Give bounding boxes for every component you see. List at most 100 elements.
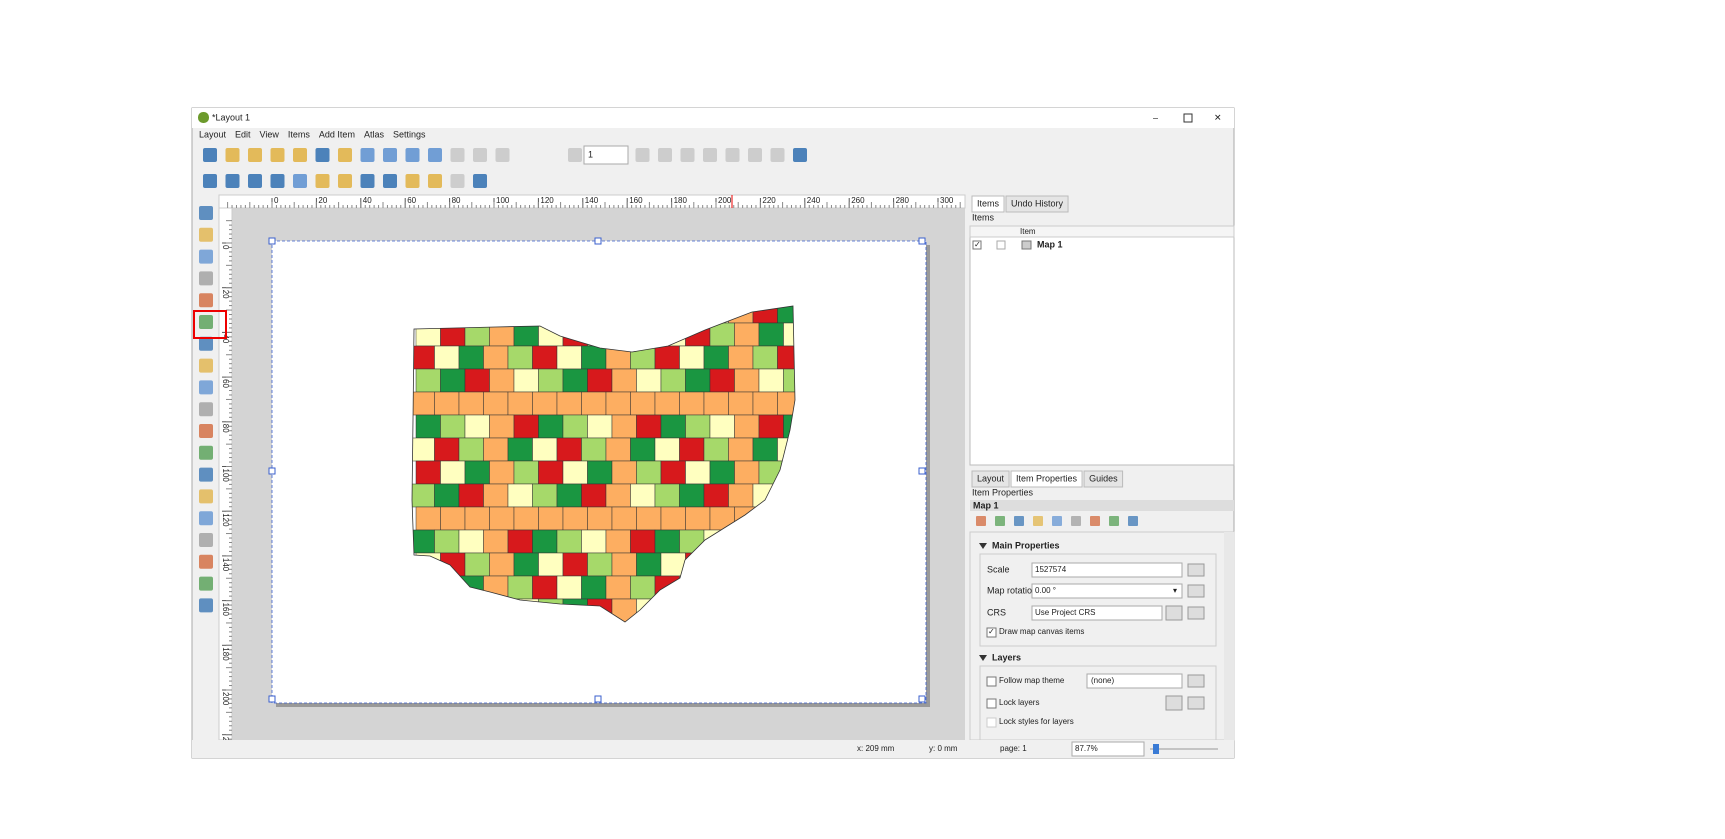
prop-toolbar-button[interactable] <box>976 516 986 526</box>
toolbar-button[interactable] <box>383 174 397 188</box>
item-name[interactable]: Map 1 <box>1037 239 1063 249</box>
tool-button[interactable] <box>199 533 213 547</box>
prop-toolbar-button[interactable] <box>1052 516 1062 526</box>
data-defined-button[interactable] <box>1187 696 1205 710</box>
resize-handle[interactable] <box>594 695 602 703</box>
tool-button[interactable] <box>199 511 213 526</box>
prop-toolbar-button[interactable] <box>1090 516 1100 526</box>
toolbar-button[interactable] <box>338 174 352 188</box>
prop-toolbar-button[interactable] <box>1128 516 1138 526</box>
panel-tab[interactable] <box>1010 470 1083 488</box>
toolbar-button[interactable] <box>748 148 762 162</box>
menu-item[interactable]: Edit <box>235 129 251 139</box>
section-title[interactable]: Main Properties <box>992 540 1060 550</box>
panel-tab[interactable] <box>1005 195 1069 213</box>
checkbox[interactable] <box>986 676 997 687</box>
tool-button[interactable] <box>199 445 213 460</box>
toolbar-button[interactable] <box>270 174 285 188</box>
toolbar-button[interactable] <box>383 148 397 162</box>
toolbar-button[interactable] <box>680 148 695 162</box>
field-input[interactable] <box>1031 583 1183 599</box>
data-defined-button[interactable] <box>1187 606 1205 620</box>
panel-tab[interactable] <box>971 470 1010 488</box>
tool-button[interactable] <box>199 554 213 569</box>
toolbar-button[interactable] <box>293 174 307 188</box>
data-defined-button[interactable] <box>1187 584 1205 598</box>
section-title[interactable]: Layers <box>992 652 1021 662</box>
resize-handle[interactable] <box>918 467 926 475</box>
toolbar-button[interactable] <box>293 148 307 162</box>
toolbar-button[interactable] <box>703 148 717 162</box>
tool-button[interactable] <box>199 358 213 373</box>
resize-handle[interactable] <box>268 467 276 475</box>
tool-button[interactable] <box>199 206 213 220</box>
tool-button[interactable] <box>199 336 213 351</box>
toolbar-button[interactable] <box>770 148 785 162</box>
minimize-button[interactable]: – <box>1153 112 1158 122</box>
tool-button[interactable] <box>199 424 213 438</box>
crs-button[interactable] <box>1165 605 1183 621</box>
field-input[interactable] <box>1031 562 1183 578</box>
toolbar-button[interactable] <box>360 148 375 162</box>
resize-handle[interactable] <box>268 695 276 703</box>
menu-item[interactable]: View <box>260 129 280 139</box>
toolbar-button[interactable] <box>248 174 262 188</box>
toolbar-button[interactable] <box>360 174 375 188</box>
menu-item[interactable]: Add Item <box>319 129 355 139</box>
toolbar-button[interactable] <box>793 148 807 162</box>
prop-toolbar-button[interactable] <box>1071 516 1081 526</box>
toolbar-button[interactable] <box>203 174 217 188</box>
menu-item[interactable]: Layout <box>199 129 227 139</box>
data-defined-button[interactable] <box>1187 563 1205 577</box>
field-input[interactable] <box>1031 605 1163 621</box>
tool-button[interactable] <box>199 489 213 504</box>
close-button[interactable]: ✕ <box>1214 112 1222 122</box>
toolbar-button[interactable] <box>428 174 442 188</box>
checkbox[interactable] <box>986 698 997 709</box>
prop-toolbar-button[interactable] <box>1033 516 1043 526</box>
theme-combo[interactable] <box>1086 673 1183 689</box>
toolbar-button[interactable] <box>658 148 672 162</box>
resize-handle[interactable] <box>918 695 926 703</box>
prop-toolbar-button[interactable] <box>1014 516 1024 526</box>
tool-button[interactable] <box>199 249 213 264</box>
toolbar-button[interactable] <box>248 148 262 162</box>
tool-button[interactable] <box>199 402 213 417</box>
resize-handle[interactable] <box>268 237 276 245</box>
toolbar-button[interactable] <box>473 174 487 188</box>
toolbar-button[interactable] <box>270 148 285 162</box>
prop-toolbar-button[interactable] <box>1109 516 1119 526</box>
zoom-field[interactable] <box>1071 741 1145 757</box>
toolbar-button[interactable] <box>568 148 582 162</box>
checkbox[interactable] <box>986 717 997 728</box>
tool-button[interactable] <box>199 598 213 613</box>
page-field[interactable] <box>583 145 629 165</box>
resize-handle[interactable] <box>594 237 602 245</box>
toolbar-button[interactable] <box>338 148 352 162</box>
panel-tab[interactable] <box>1083 470 1124 488</box>
tool-button[interactable] <box>199 271 213 286</box>
tool-button[interactable] <box>199 293 213 308</box>
tool-button[interactable] <box>199 227 213 242</box>
toolbar-button[interactable] <box>473 148 487 162</box>
toolbar-button[interactable] <box>495 148 510 162</box>
lock-checkbox[interactable] <box>996 240 1006 250</box>
toolbar-button[interactable] <box>203 148 217 162</box>
toolbar-button[interactable] <box>225 148 240 162</box>
menu-item[interactable]: Atlas <box>364 129 385 139</box>
maximize-button[interactable] <box>1183 113 1193 123</box>
checkbox[interactable] <box>986 627 997 638</box>
toolbar-button[interactable] <box>405 174 420 188</box>
menu-item[interactable]: Settings <box>393 129 426 139</box>
toolbar-button[interactable] <box>315 148 330 162</box>
panel-tab[interactable] <box>971 195 1005 213</box>
visibility-checkbox[interactable] <box>972 240 982 250</box>
data-defined-button[interactable] <box>1187 674 1205 688</box>
toolbar-button[interactable] <box>725 148 740 162</box>
toolbar-button[interactable] <box>405 148 420 162</box>
tool-button[interactable] <box>199 467 213 482</box>
scrollbar[interactable] <box>1224 532 1234 740</box>
toolbar-button[interactable] <box>428 148 442 162</box>
data-defined-button[interactable] <box>1165 695 1183 711</box>
toolbar-button[interactable] <box>450 174 465 188</box>
